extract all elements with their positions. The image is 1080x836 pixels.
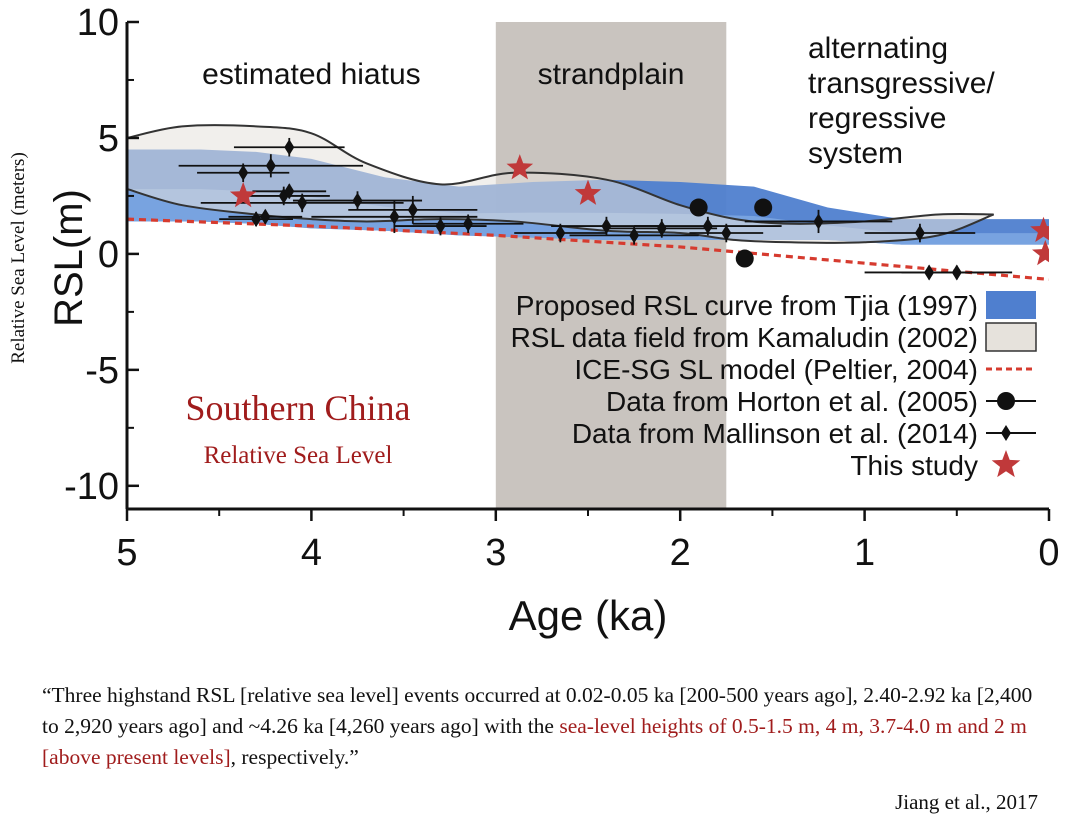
diamond-marker [555, 225, 566, 242]
legend-label: ICE-SG SL model (Peltier, 2004) [574, 354, 978, 385]
quote-text: “Three highstand RSL [relative sea level… [42, 683, 1033, 738]
zone-label-line: alternating [808, 32, 948, 65]
this-study-star [1032, 239, 1049, 266]
y-tick-label: -10 [64, 466, 119, 508]
this-study-star [229, 181, 257, 208]
zone-label-line: transgressive/ [808, 67, 995, 100]
diamond-marker [914, 225, 925, 242]
horton-point [754, 198, 773, 217]
legend: Proposed RSL curve from Tjia (1997)RSL d… [511, 290, 1037, 481]
y-axis-label-outer: Relative Sea Level (meters) [8, 152, 29, 364]
x-tick-label: 5 [116, 532, 137, 574]
mallinson-point [864, 223, 976, 243]
mallinson-point [197, 163, 290, 183]
quote: “Three highstand RSL [relative sea level… [42, 680, 1052, 773]
diamond-marker [463, 215, 474, 232]
diamond-marker [265, 157, 276, 174]
citation: Jiang et al., 2017 [895, 790, 1038, 814]
legend-swatch-circle [997, 392, 1015, 410]
diamond-marker [389, 208, 400, 225]
quote-text-end: , respectively.” [230, 745, 359, 769]
mallinson-point [901, 264, 1013, 281]
overlay-title: Southern China [186, 388, 411, 428]
y-tick-label: 5 [98, 118, 119, 160]
mallinson-point [233, 137, 345, 157]
y-tick-label: -5 [85, 350, 119, 392]
y-tick-label: 0 [98, 234, 119, 276]
x-axis-label: Age (ka) [509, 592, 668, 639]
diamond-marker [260, 208, 271, 225]
diamond-marker [656, 220, 667, 237]
this-study-star [574, 179, 602, 205]
mallinson-point [200, 193, 404, 213]
zone-layer [495, 22, 727, 509]
legend-swatch-star [991, 450, 1021, 478]
diamond-marker [601, 218, 612, 235]
diamond-marker [702, 218, 713, 235]
this-study-star [1030, 216, 1049, 242]
diamond-marker [297, 194, 308, 211]
x-tick-label: 3 [485, 532, 506, 574]
series-layer [127, 124, 1049, 282]
mallinson-point [569, 226, 699, 245]
mallinson-point [606, 219, 718, 238]
mallinson-point [252, 183, 327, 200]
zone-labels: estimated hiatus strandplain alternating tr… [202, 32, 995, 170]
legend-label: RSL data field from Kamaludin (2002) [511, 322, 978, 353]
diamond-marker [238, 164, 249, 181]
overlay-subtitle: Relative Sea Level [204, 442, 393, 469]
zone-label-3: alternating transgressive/regressive syste… [808, 32, 995, 170]
legend-swatch-field [985, 322, 1037, 352]
y-tick-label: 10 [77, 2, 119, 44]
mallinson-point [744, 209, 893, 234]
zone-label-2: strandplain [538, 58, 685, 91]
mallinson-point [228, 208, 303, 225]
y-axis-label: RSL(m) [47, 189, 91, 327]
zone-strandplain-shade [495, 22, 727, 509]
diamond-marker [721, 225, 732, 242]
horton-point [689, 198, 708, 217]
series-peltier-line [127, 217, 1049, 282]
x-tick-label: 1 [854, 532, 875, 574]
diamond-marker [251, 211, 262, 228]
horton-point [735, 249, 754, 268]
mallinson-point [634, 216, 782, 236]
x-tick-label: 2 [670, 532, 691, 574]
legend-label: Data from Mallinson et al. (2014) [572, 418, 978, 449]
legend-swatch-diamond [1001, 425, 1011, 441]
mallinson-point [311, 200, 478, 234]
mallinson-point [412, 214, 524, 234]
diamond-marker [813, 213, 824, 230]
zone-label-line: system [808, 137, 903, 170]
diamond-marker [284, 183, 295, 200]
x-tick-label: 4 [301, 532, 322, 574]
diamond-marker [629, 227, 640, 244]
mallinson-point [292, 191, 423, 210]
this-study-star [506, 154, 534, 180]
legend-label: Proposed RSL curve from Tjia (1997) [516, 290, 978, 321]
diamond-marker [352, 192, 363, 209]
mallinson-point [219, 211, 293, 228]
diamond-marker [951, 264, 962, 281]
x-tick-label: 0 [1038, 532, 1059, 574]
legend-label: Data from Horton et al. (2005) [606, 386, 978, 417]
mallinson-point [689, 223, 764, 243]
zone-label-line: regressive [808, 102, 946, 135]
diamond-marker [435, 218, 446, 235]
diamond-marker [284, 139, 295, 156]
legend-swatch-band [986, 291, 1036, 319]
legend-label: This study [850, 450, 978, 481]
mallinson-point [348, 195, 478, 224]
zone-label-1: estimated hiatus [202, 58, 420, 91]
quote-highlight: sea-level heights of 0.5-1.5 m, 4 m, 3.7… [42, 714, 1027, 769]
diamond-marker [407, 201, 418, 218]
